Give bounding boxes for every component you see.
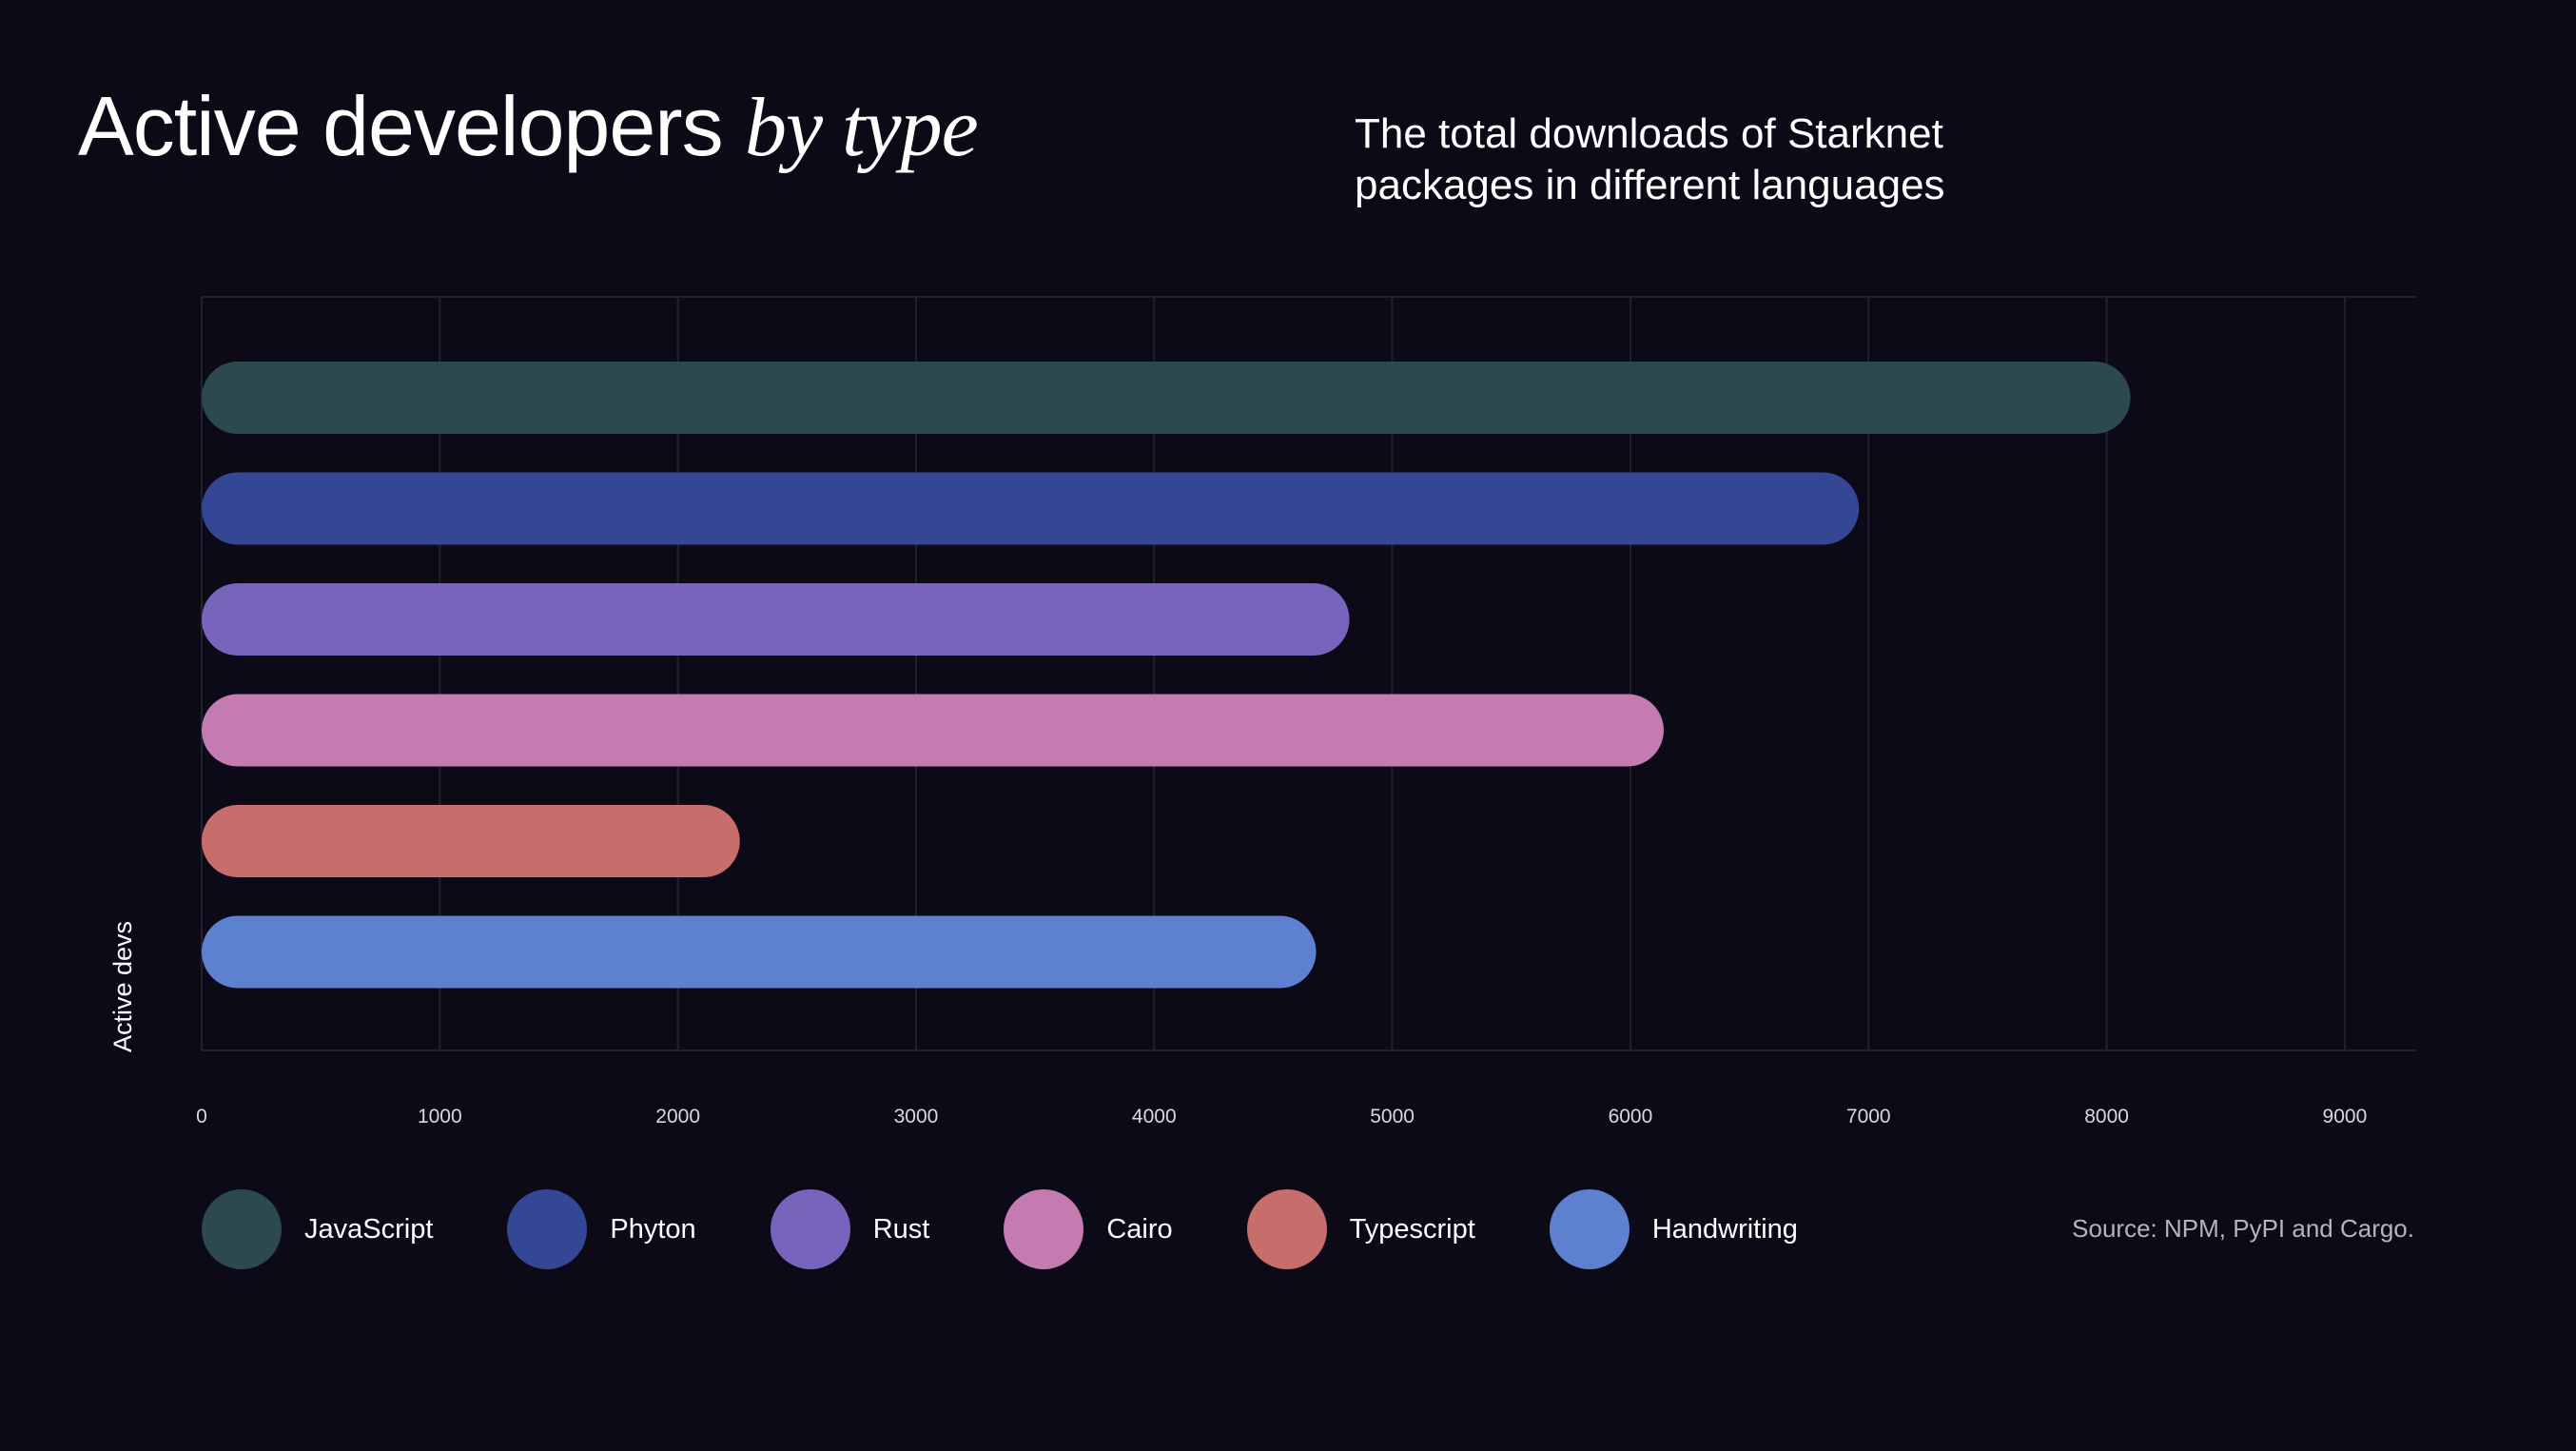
legend-swatch-phyton — [507, 1189, 588, 1269]
y-axis-label: Active devs — [108, 921, 137, 1052]
legend-label-rust: Rust — [872, 1213, 930, 1245]
x-tick-label-1000: 1000 — [418, 1106, 462, 1127]
x-tick-label-6000: 6000 — [1609, 1106, 1653, 1127]
legend-item-phyton: Phyton — [507, 1189, 696, 1269]
chart-title: Active developers by type — [78, 78, 979, 176]
x-tick-label-3000: 3000 — [894, 1106, 939, 1127]
x-tick-label-2000: 2000 — [655, 1106, 700, 1127]
legend-item-handwriting: Handwriting — [1549, 1189, 1798, 1269]
legend-swatch-typescript — [1246, 1189, 1327, 1269]
legend-swatch-javascript — [202, 1189, 282, 1269]
title-emphasis: by type — [745, 82, 979, 174]
bar-typescript — [202, 805, 740, 877]
legend-item-cairo: Cairo — [1004, 1189, 1173, 1269]
x-tick-label-7000: 7000 — [1846, 1106, 1891, 1127]
bar-phyton — [202, 472, 1860, 545]
x-tick-label-5000: 5000 — [1370, 1106, 1415, 1127]
chart-subtitle: The total downloads of Starknet packages… — [1355, 110, 1945, 208]
source-note: Source: NPM, PyPI and Cargo. — [2072, 1214, 2414, 1243]
legend-swatch-cairo — [1004, 1189, 1084, 1269]
x-tick-label-9000: 9000 — [2323, 1106, 2368, 1127]
x-tick-label-4000: 4000 — [1132, 1106, 1177, 1127]
title-main: Active developers — [78, 79, 746, 173]
legend-label-phyton: Phyton — [610, 1213, 696, 1245]
legend-label-handwriting: Handwriting — [1651, 1213, 1798, 1245]
legend-item-typescript: Typescript — [1246, 1189, 1475, 1269]
legend-item-javascript: JavaScript — [202, 1189, 433, 1269]
legend-label-typescript: Typescript — [1349, 1213, 1475, 1245]
chart-legend: JavaScript Phyton Rust Cairo Typescript Handw… — [202, 1189, 1872, 1269]
legend-swatch-rust — [770, 1189, 850, 1269]
legend-label-javascript: JavaScript — [304, 1213, 434, 1245]
bar-javascript — [202, 362, 2131, 434]
bar-rust — [202, 583, 1350, 656]
x-tick-label-8000: 8000 — [2084, 1106, 2129, 1127]
legend-item-rust: Rust — [770, 1189, 930, 1269]
bar-cairo — [202, 694, 1664, 767]
bar-handwriting — [202, 915, 1317, 989]
legend-label-cairo: Cairo — [1106, 1213, 1173, 1245]
x-tick-label-0: 0 — [196, 1106, 207, 1127]
legend-swatch-handwriting — [1549, 1189, 1630, 1269]
